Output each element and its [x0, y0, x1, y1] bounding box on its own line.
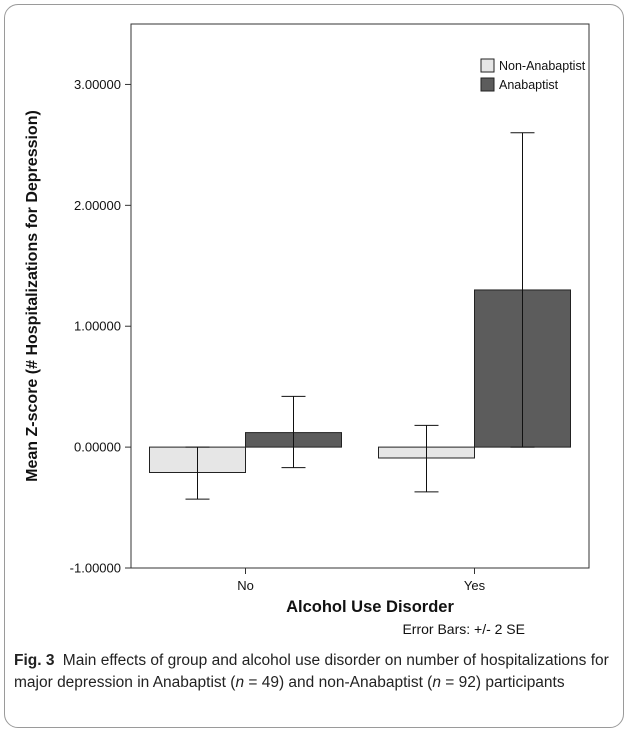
- caption-text-1: Main effects of group and alcohol use di…: [14, 652, 609, 691]
- x-axis: No Yes: [237, 568, 486, 593]
- y-tick-label: 2.00000: [74, 198, 121, 213]
- figure-frame: [4, 4, 624, 728]
- caption-n-symbol-1: n: [235, 674, 245, 691]
- legend-label: Non-Anabaptist: [499, 59, 586, 73]
- y-tick-label: 1.00000: [74, 319, 121, 334]
- y-tick-label: 3.00000: [74, 77, 121, 92]
- error-bars-group: [185, 132, 535, 500]
- y-tick-label: -1.00000: [70, 561, 121, 576]
- x-tick-label: Yes: [464, 578, 486, 593]
- x-axis-title: Alcohol Use Disorder: [286, 598, 454, 616]
- figure-caption: Fig. 3 Main effects of group and alcohol…: [14, 650, 618, 694]
- bar-chart: -1.00000 0.00000 1.00000 2.00000 3.00000 No Y…: [24, 23, 590, 637]
- legend-swatch: [480, 58, 495, 73]
- caption-text-2: = 49) and non-Anabaptist (: [244, 674, 433, 691]
- caption-text-3: = 92) participants: [440, 674, 565, 691]
- legend: Non-Anabaptist Anabaptist: [480, 58, 586, 92]
- legend-swatch: [480, 77, 495, 92]
- caption-n-symbol-2: n: [432, 674, 441, 691]
- legend-label: Anabaptist: [499, 78, 559, 92]
- x-tick-label: No: [237, 578, 254, 593]
- y-axis: -1.00000 0.00000 1.00000 2.00000 3.00000: [70, 77, 131, 576]
- figure-label: Fig. 3: [14, 652, 55, 669]
- y-tick-label: 0.00000: [74, 440, 121, 455]
- y-axis-title: Mean Z-score (# Hospitalizations for Dep…: [24, 110, 41, 482]
- error-bar-note: Error Bars: +/- 2 SE: [402, 621, 525, 637]
